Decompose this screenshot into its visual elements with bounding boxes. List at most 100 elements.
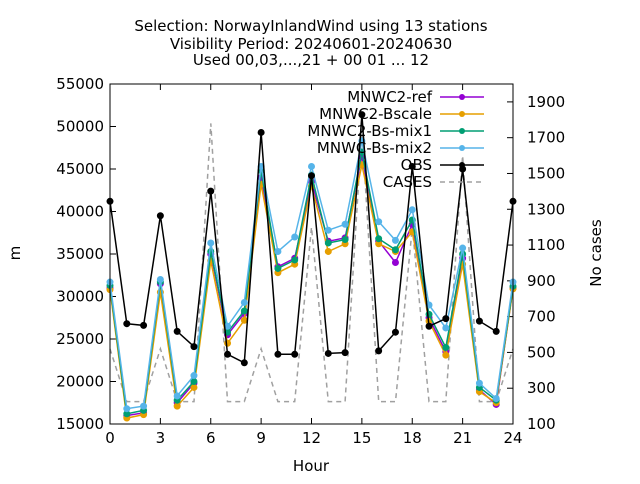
data-point — [475, 379, 483, 387]
data-point — [341, 349, 349, 357]
legend-label: MNWC-Bs-mix2 — [317, 139, 432, 157]
data-point — [391, 236, 399, 244]
data-point — [190, 383, 198, 391]
data-point — [308, 172, 315, 180]
data-point — [341, 220, 349, 228]
data-point — [156, 212, 164, 220]
data-point — [274, 264, 282, 272]
y2-tick-label: 100 — [527, 415, 556, 433]
x-tick-label: 18 — [403, 429, 422, 447]
data-point — [324, 239, 332, 247]
data-point — [274, 247, 282, 255]
data-point — [207, 239, 215, 247]
legend-item: CASES — [383, 173, 484, 191]
x-tick-label: 21 — [453, 429, 472, 447]
data-point — [123, 405, 131, 413]
data-point — [442, 324, 450, 332]
x-tick-label: 0 — [105, 429, 115, 447]
x-axis-label: Hour — [293, 457, 330, 475]
series-layer — [106, 111, 517, 422]
data-point — [391, 246, 399, 254]
title-line-3: Used 00,03,...,21 + 00 01 ... 12 — [193, 51, 429, 69]
data-point — [324, 247, 332, 255]
data-point — [156, 276, 164, 283]
data-point — [291, 350, 299, 358]
legend-label: OBS — [401, 156, 432, 174]
axis-ticks: 0 3 6 9 12 15 18 21 24 15000 20000 25000 30000 35000 4… — [56, 75, 565, 447]
data-point — [140, 402, 148, 410]
data-point — [324, 349, 332, 357]
data-point — [140, 321, 148, 329]
legend-item: MNWC2-Bscale — [319, 105, 484, 123]
y-tick-label: 25000 — [56, 330, 104, 348]
legend-item: OBS — [401, 156, 484, 174]
y-tick-label: 30000 — [56, 288, 104, 306]
y2-tick-label: 500 — [527, 343, 556, 361]
x-tick-label: 6 — [206, 429, 216, 447]
y2-axis-label: No cases — [587, 219, 605, 287]
y2-tick-label: 1300 — [527, 200, 565, 218]
legend-label: MNWC2-Bscale — [319, 105, 432, 123]
data-point — [341, 236, 349, 244]
legend-marker — [459, 111, 465, 117]
data-point — [257, 128, 265, 136]
data-point — [173, 392, 181, 400]
data-point — [173, 402, 181, 410]
data-point — [391, 328, 399, 336]
y2-tick-label: 300 — [527, 379, 556, 397]
data-point — [442, 344, 450, 351]
data-point — [358, 111, 366, 119]
data-point — [274, 350, 282, 358]
y-tick-label: 15000 — [56, 415, 104, 433]
data-point — [324, 226, 332, 234]
series-line — [109, 114, 514, 364]
y-tick-label: 50000 — [56, 118, 104, 136]
data-point — [291, 256, 299, 264]
data-point — [408, 206, 416, 214]
y-tick-label: 45000 — [56, 160, 104, 178]
data-point — [391, 259, 399, 266]
y2-tick-label: 1700 — [527, 129, 565, 147]
legend-marker — [459, 162, 465, 168]
chart-title: Selection: NorwayInlandWind using 13 sta… — [134, 17, 487, 69]
data-point — [240, 298, 248, 306]
data-point — [375, 347, 383, 355]
title-line-2: Visibility Period: 20240601-20240630 — [170, 35, 452, 53]
y2-tick-label: 1900 — [527, 93, 565, 111]
legend-label: MNWC2-ref — [347, 88, 432, 106]
data-point — [291, 233, 299, 241]
x-tick-label: 24 — [503, 429, 522, 447]
legend: MNWC2-refMNWC2-BscaleMNWC2-Bs-mix1MNWC-B… — [307, 88, 484, 191]
data-point — [240, 359, 248, 367]
data-point — [173, 327, 181, 335]
data-point — [240, 307, 248, 315]
y-tick-label: 20000 — [56, 373, 104, 391]
data-point — [207, 187, 215, 195]
legend-label: CASES — [383, 173, 432, 191]
data-point — [492, 327, 500, 335]
legend-item: MNWC-Bs-mix2 — [317, 139, 484, 157]
data-point — [425, 322, 433, 330]
data-point — [375, 218, 383, 226]
data-point — [475, 317, 483, 325]
y-tick-label: 55000 — [56, 75, 104, 93]
data-point — [190, 343, 198, 351]
series-obs — [106, 111, 517, 367]
data-point — [375, 235, 383, 243]
title-line-1: Selection: NorwayInlandWind using 13 sta… — [134, 17, 487, 35]
data-point — [224, 350, 232, 358]
x-tick-label: 3 — [156, 429, 166, 447]
legend-marker — [459, 145, 465, 151]
legend-item: MNWC2-ref — [347, 88, 484, 106]
x-tick-label: 9 — [256, 429, 266, 447]
legend-label: MNWC2-Bs-mix1 — [307, 122, 432, 140]
data-point — [123, 320, 131, 328]
x-tick-label: 15 — [352, 429, 371, 447]
data-point — [442, 315, 450, 323]
data-point — [308, 162, 315, 170]
data-point — [240, 316, 248, 324]
y-tick-label: 40000 — [56, 203, 104, 221]
data-point — [190, 378, 198, 385]
